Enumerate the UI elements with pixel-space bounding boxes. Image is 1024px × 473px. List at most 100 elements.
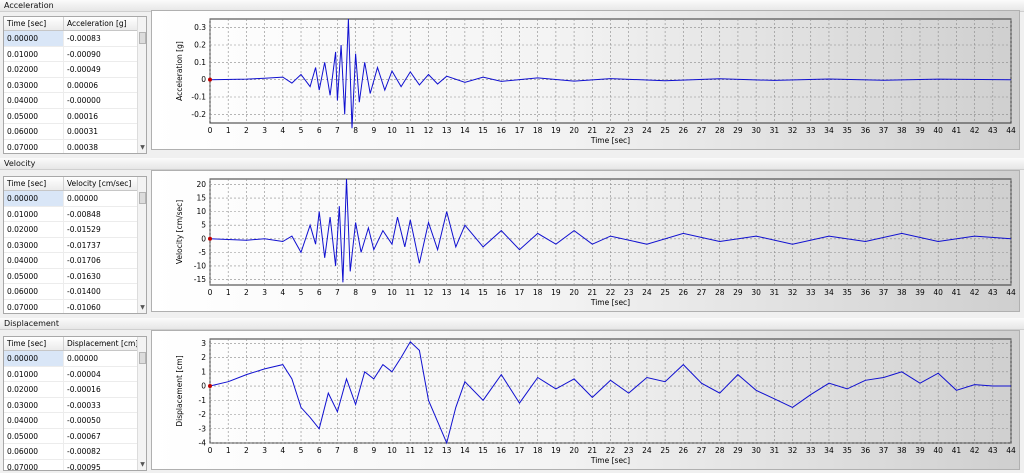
table-row[interactable]: 0.03000 -0.00033 xyxy=(4,397,146,413)
table-row[interactable]: 0.05000 -0.01630 xyxy=(4,268,146,284)
cell-time[interactable]: 0.07000 xyxy=(4,299,64,313)
cell-time[interactable]: 0.01000 xyxy=(4,206,64,221)
scroll-thumb[interactable] xyxy=(139,192,146,204)
cell-value[interactable]: -0.00848 xyxy=(67,209,101,219)
cell-value[interactable]: -0.00095 xyxy=(67,462,101,471)
cell-value[interactable]: 0.00006 xyxy=(67,80,99,90)
cell-time[interactable]: 0.03000 xyxy=(4,237,64,252)
table-row[interactable]: 0.07000 -0.01060 xyxy=(4,299,146,313)
cell-value[interactable]: 0.00016 xyxy=(67,111,99,121)
cell-value[interactable]: -0.00082 xyxy=(67,447,101,456)
acceleration-table[interactable]: Time [sec] Acceleration [g] 0.00000 -0.00… xyxy=(3,16,147,154)
x-tick-label: 5 xyxy=(299,288,304,297)
cell-time[interactable]: 0.05000 xyxy=(4,108,64,123)
cell-value[interactable]: -0.01706 xyxy=(67,256,101,265)
cell-time[interactable]: 0.05000 xyxy=(4,428,64,443)
table-row[interactable]: 0.02000 -0.01529 xyxy=(4,222,146,238)
column-header-time[interactable]: Time [sec] xyxy=(4,177,64,190)
cell-value[interactable]: -0.00016 xyxy=(67,385,101,394)
cell-time[interactable]: 0.07000 xyxy=(4,139,64,153)
cell-value[interactable]: -0.00033 xyxy=(67,400,101,410)
cell-value[interactable]: -0.00090 xyxy=(67,49,101,59)
cell-time[interactable]: 0.00000 xyxy=(4,31,64,46)
table-row[interactable]: 0.02000 -0.00016 xyxy=(4,382,146,398)
cell-time[interactable]: 0.00000 xyxy=(4,351,64,366)
velocity-chart: 0 1 2 3 4 5 6 7 8 9 10 11 12 13 14 15 16 17 18 19 20 21 22 23 24… xyxy=(151,170,1020,312)
cell-value[interactable]: -0.00083 xyxy=(67,34,101,43)
cell-value[interactable]: -0.00049 xyxy=(67,65,101,74)
scroll-down-arrow-icon[interactable]: ▼ xyxy=(140,461,145,468)
cell-time[interactable]: 0.03000 xyxy=(4,77,64,92)
cell-value[interactable]: 0.00038 xyxy=(67,142,99,152)
table-row[interactable]: 0.04000 -0.00050 xyxy=(4,413,146,429)
x-tick-label: 39 xyxy=(915,126,925,135)
cell-time[interactable]: 0.02000 xyxy=(4,222,64,237)
table-row[interactable]: 0.03000 -0.01737 xyxy=(4,237,146,253)
cell-time[interactable]: 0.01000 xyxy=(4,366,64,381)
cell-time[interactable]: 0.06000 xyxy=(4,124,64,139)
cell-value[interactable]: 0.00031 xyxy=(67,127,99,136)
table-row[interactable]: 0.02000 -0.00049 xyxy=(4,62,146,78)
scroll-thumb[interactable] xyxy=(139,32,146,44)
table-row[interactable]: 0.00000 0.00000 xyxy=(4,351,146,367)
column-header-time[interactable]: Time [sec] xyxy=(4,17,64,30)
cell-value[interactable]: -0.00004 xyxy=(67,369,101,379)
table-row[interactable]: 0.06000 0.00031 xyxy=(4,124,146,140)
table-scrollbar[interactable]: ▼ xyxy=(137,337,146,470)
table-row[interactable]: 0.01000 -0.00004 xyxy=(4,366,146,382)
column-header-value[interactable]: Displacement [cm] xyxy=(67,339,139,348)
cell-time[interactable]: 0.04000 xyxy=(4,93,64,108)
velocity-table[interactable]: Time [sec] Velocity [cm/sec] 0.00000 0.00… xyxy=(3,176,147,314)
table-row[interactable]: 0.04000 -0.00000 xyxy=(4,93,146,109)
x-tick-label: 11 xyxy=(405,126,415,135)
cell-value[interactable]: -0.00067 xyxy=(67,431,101,441)
cell-time[interactable]: 0.04000 xyxy=(4,253,64,268)
cell-time[interactable]: 0.01000 xyxy=(4,46,64,61)
cell-value[interactable]: 0.00000 xyxy=(67,354,99,363)
table-row[interactable]: 0.07000 0.00038 xyxy=(4,139,146,153)
cell-value[interactable]: -0.00050 xyxy=(67,416,101,425)
cell-time[interactable]: 0.06000 xyxy=(4,284,64,299)
table-scrollbar[interactable]: ▼ xyxy=(137,17,146,153)
table-row[interactable]: 0.03000 0.00006 xyxy=(4,77,146,93)
cell-value[interactable]: -0.01737 xyxy=(67,240,101,250)
table-row[interactable]: 0.01000 -0.00848 xyxy=(4,206,146,222)
scroll-thumb[interactable] xyxy=(139,352,146,364)
x-tick-label: 3 xyxy=(262,126,267,135)
cell-value[interactable]: 0.00000 xyxy=(67,194,99,203)
cell-time[interactable]: 0.02000 xyxy=(4,382,64,397)
table-row[interactable]: 0.05000 0.00016 xyxy=(4,108,146,124)
x-tick-label: 16 xyxy=(496,446,506,455)
cell-value[interactable]: -0.01529 xyxy=(67,225,101,234)
table-row[interactable]: 0.01000 -0.00090 xyxy=(4,46,146,62)
scroll-down-arrow-icon[interactable]: ▼ xyxy=(140,144,145,151)
scroll-down-arrow-icon[interactable]: ▼ xyxy=(140,304,145,311)
cell-time[interactable]: 0.03000 xyxy=(4,397,64,412)
x-tick-label: 5 xyxy=(299,126,304,135)
table-row[interactable]: 0.05000 -0.00067 xyxy=(4,428,146,444)
cell-value[interactable]: -0.00000 xyxy=(67,96,101,105)
cell-time[interactable]: 0.00000 xyxy=(4,191,64,206)
table-row[interactable]: 0.00000 0.00000 xyxy=(4,191,146,207)
cell-value[interactable]: -0.01630 xyxy=(67,271,101,281)
column-header-value[interactable]: Acceleration [g] xyxy=(67,19,127,28)
table-row[interactable]: 0.04000 -0.01706 xyxy=(4,253,146,269)
x-tick-label: 8 xyxy=(353,126,358,135)
displacement-table[interactable]: Time [sec] Displacement [cm] 0.00000 0.00… xyxy=(3,336,147,471)
x-tick-label: 17 xyxy=(515,446,525,455)
table-row[interactable]: 0.06000 -0.00082 xyxy=(4,444,146,460)
cell-time[interactable]: 0.04000 xyxy=(4,413,64,428)
table-row[interactable]: 0.00000 -0.00083 xyxy=(4,31,146,47)
cell-time[interactable]: 0.07000 xyxy=(4,459,64,470)
y-tick-label: 0.3 xyxy=(194,23,206,32)
cell-time[interactable]: 0.02000 xyxy=(4,62,64,77)
cell-time[interactable]: 0.05000 xyxy=(4,268,64,283)
table-row[interactable]: 0.07000 -0.00095 xyxy=(4,459,146,471)
column-header-value[interactable]: Velocity [cm/sec] xyxy=(67,179,132,188)
column-header-time[interactable]: Time [sec] xyxy=(4,337,64,350)
cell-value[interactable]: -0.01060 xyxy=(67,302,101,312)
cell-time[interactable]: 0.06000 xyxy=(4,444,64,459)
table-scrollbar[interactable]: ▼ xyxy=(137,177,146,313)
table-row[interactable]: 0.06000 -0.01400 xyxy=(4,284,146,300)
cell-value[interactable]: -0.01400 xyxy=(67,287,101,296)
